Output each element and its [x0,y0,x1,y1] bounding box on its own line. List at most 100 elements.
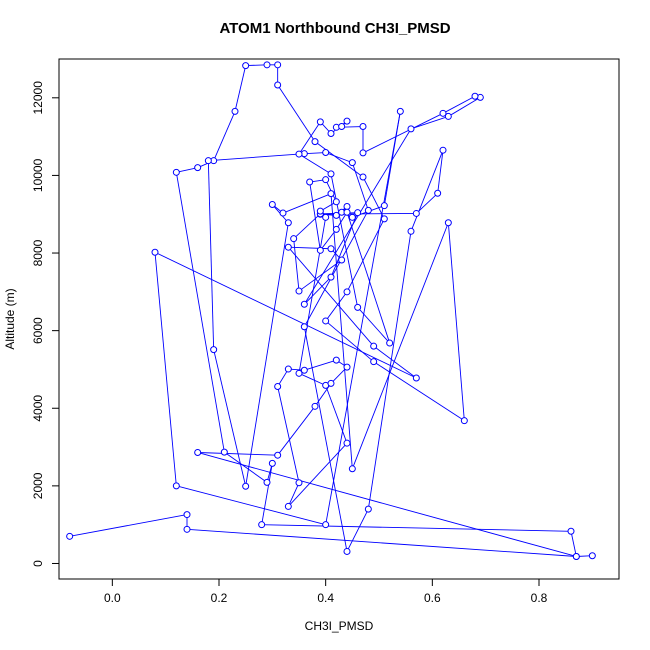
y-tick-label: 8000 [31,239,45,266]
data-point [354,209,362,217]
data-point [386,339,394,347]
data-point [295,479,303,487]
series-segment [288,246,332,250]
data-point [327,245,335,253]
series-segment [154,251,417,379]
series-segment [277,406,316,456]
series-segment [197,452,577,557]
data-point [151,248,159,256]
series-segment [309,181,321,251]
series-segment [416,192,438,214]
series-segment [197,452,278,456]
data-point [332,198,340,206]
x-tick-label: 0.0 [104,591,121,605]
series-segment [154,252,177,486]
series-segment [362,176,385,220]
data-point [327,190,335,198]
data-point [210,346,218,354]
data-point [343,547,351,555]
data-point [322,176,330,184]
data-point [439,109,447,117]
series-segment [298,217,327,374]
series-segment [277,84,316,142]
data-point [183,511,191,519]
data-point [348,159,356,167]
series-segment [287,246,375,347]
data-point [327,170,335,178]
data-point [327,379,335,387]
x-tick-label: 0.4 [317,591,334,605]
series-segment [304,359,337,371]
series-segment [303,128,412,305]
series-segment [304,152,326,155]
series-segment [373,361,465,422]
series-segment [277,386,300,483]
data-point [444,112,452,120]
data-point [407,125,415,133]
series-segment [261,524,572,532]
data-point [364,505,372,513]
data-point [567,527,575,535]
data-point [263,61,271,69]
series-segment [367,231,412,510]
data-point [370,342,378,350]
series-segment [448,97,481,117]
series-segment [176,167,198,173]
data-point [343,208,351,216]
data-point [183,525,191,533]
x-tick-label: 0.6 [424,591,441,605]
data-point [300,366,308,374]
series-segment [298,153,332,175]
series-segment [261,463,273,525]
data-point [434,189,442,197]
data-point [338,123,346,131]
data-point [338,256,346,264]
data-point [364,206,372,214]
series-segment [330,366,348,384]
series-segment [437,150,444,194]
y-tick-label: 10000 [31,158,45,192]
y-axis: 0 2000 4000 6000 8000 10000 12000 [31,81,60,567]
data-point [274,61,282,69]
data-point [231,107,239,115]
series-segment [298,372,326,386]
series-segment [303,210,369,327]
data-point [412,374,420,382]
series-segment [362,112,444,154]
data-point [66,532,74,540]
data-point [380,202,388,210]
data-point [274,383,282,391]
data-point [311,138,319,146]
y-tick-label: 2000 [31,472,45,499]
series-segment [373,345,417,379]
data-point [332,211,340,219]
data-point [396,107,404,115]
series-segment [410,116,449,130]
y-tick-label: 0 [31,560,45,567]
data-point [412,209,420,217]
data-point [194,448,202,456]
x-tick-label: 0.2 [211,591,228,605]
y-tick-label: 6000 [31,317,45,344]
series-segment [213,111,236,161]
series-segment [288,442,348,507]
data-point [316,118,324,126]
series-segment [213,349,247,487]
data-point [172,482,180,490]
series-segment [224,451,268,483]
series-segment [325,111,401,525]
data-point [316,207,324,215]
series-segment [330,193,353,469]
data-point [279,209,287,217]
data-point [300,300,308,308]
data-point [268,201,276,209]
data-point [274,81,282,89]
data-point [268,459,276,467]
y-axis-label: Altitude (m) [3,288,17,349]
data-point [572,552,580,560]
series-segment [175,172,225,453]
data-point [343,288,351,296]
series-segment [293,238,300,292]
